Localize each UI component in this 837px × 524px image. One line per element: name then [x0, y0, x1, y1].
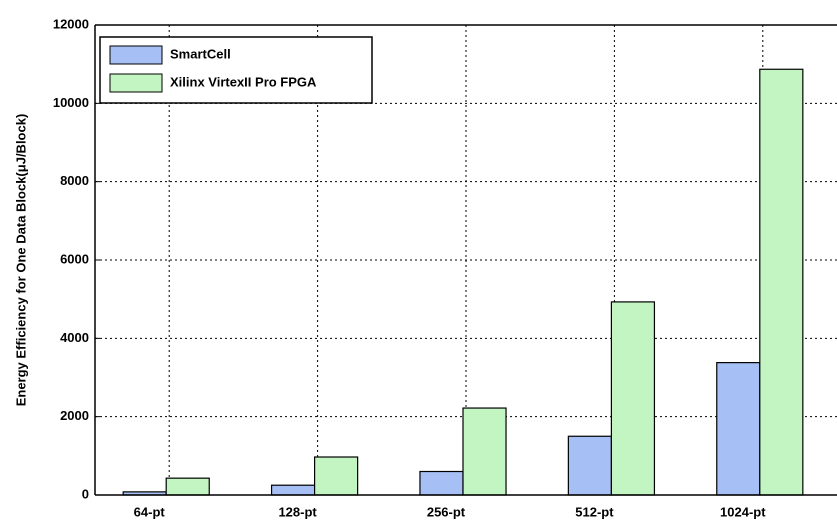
- y-tick-label: 10000: [53, 95, 89, 110]
- bar: [270, 484, 316, 496]
- x-tick-label: 1024-pt: [720, 504, 766, 519]
- y-tick-label: 0: [82, 486, 89, 501]
- y-axis-label: Energy Efficiency for One Data Block(μJ/…: [13, 114, 28, 407]
- legend-swatch: [109, 73, 163, 93]
- bar: [419, 470, 464, 496]
- legend-swatch: [109, 45, 163, 65]
- y-tick-label: 4000: [60, 330, 89, 345]
- x-tick-label: 128-pt: [278, 504, 317, 519]
- legend-label: Xilinx VirtexII Pro FPGA: [170, 74, 317, 89]
- y-tick-label: 12000: [53, 16, 89, 31]
- x-tick-label: 256-pt: [427, 504, 466, 519]
- bar: [716, 362, 761, 496]
- x-tick-label: 512-pt: [575, 504, 614, 519]
- bar: [610, 301, 656, 496]
- x-tick-label: 64-pt: [134, 504, 166, 519]
- bar: [759, 68, 804, 496]
- legend-label: SmartCell: [170, 46, 231, 61]
- bar: [314, 456, 359, 496]
- bar: [567, 435, 613, 496]
- y-tick-label: 6000: [60, 251, 89, 266]
- bar: [462, 407, 507, 496]
- y-tick-label: 8000: [60, 173, 89, 188]
- y-tick-label: 2000: [60, 408, 89, 423]
- bar: [165, 477, 210, 496]
